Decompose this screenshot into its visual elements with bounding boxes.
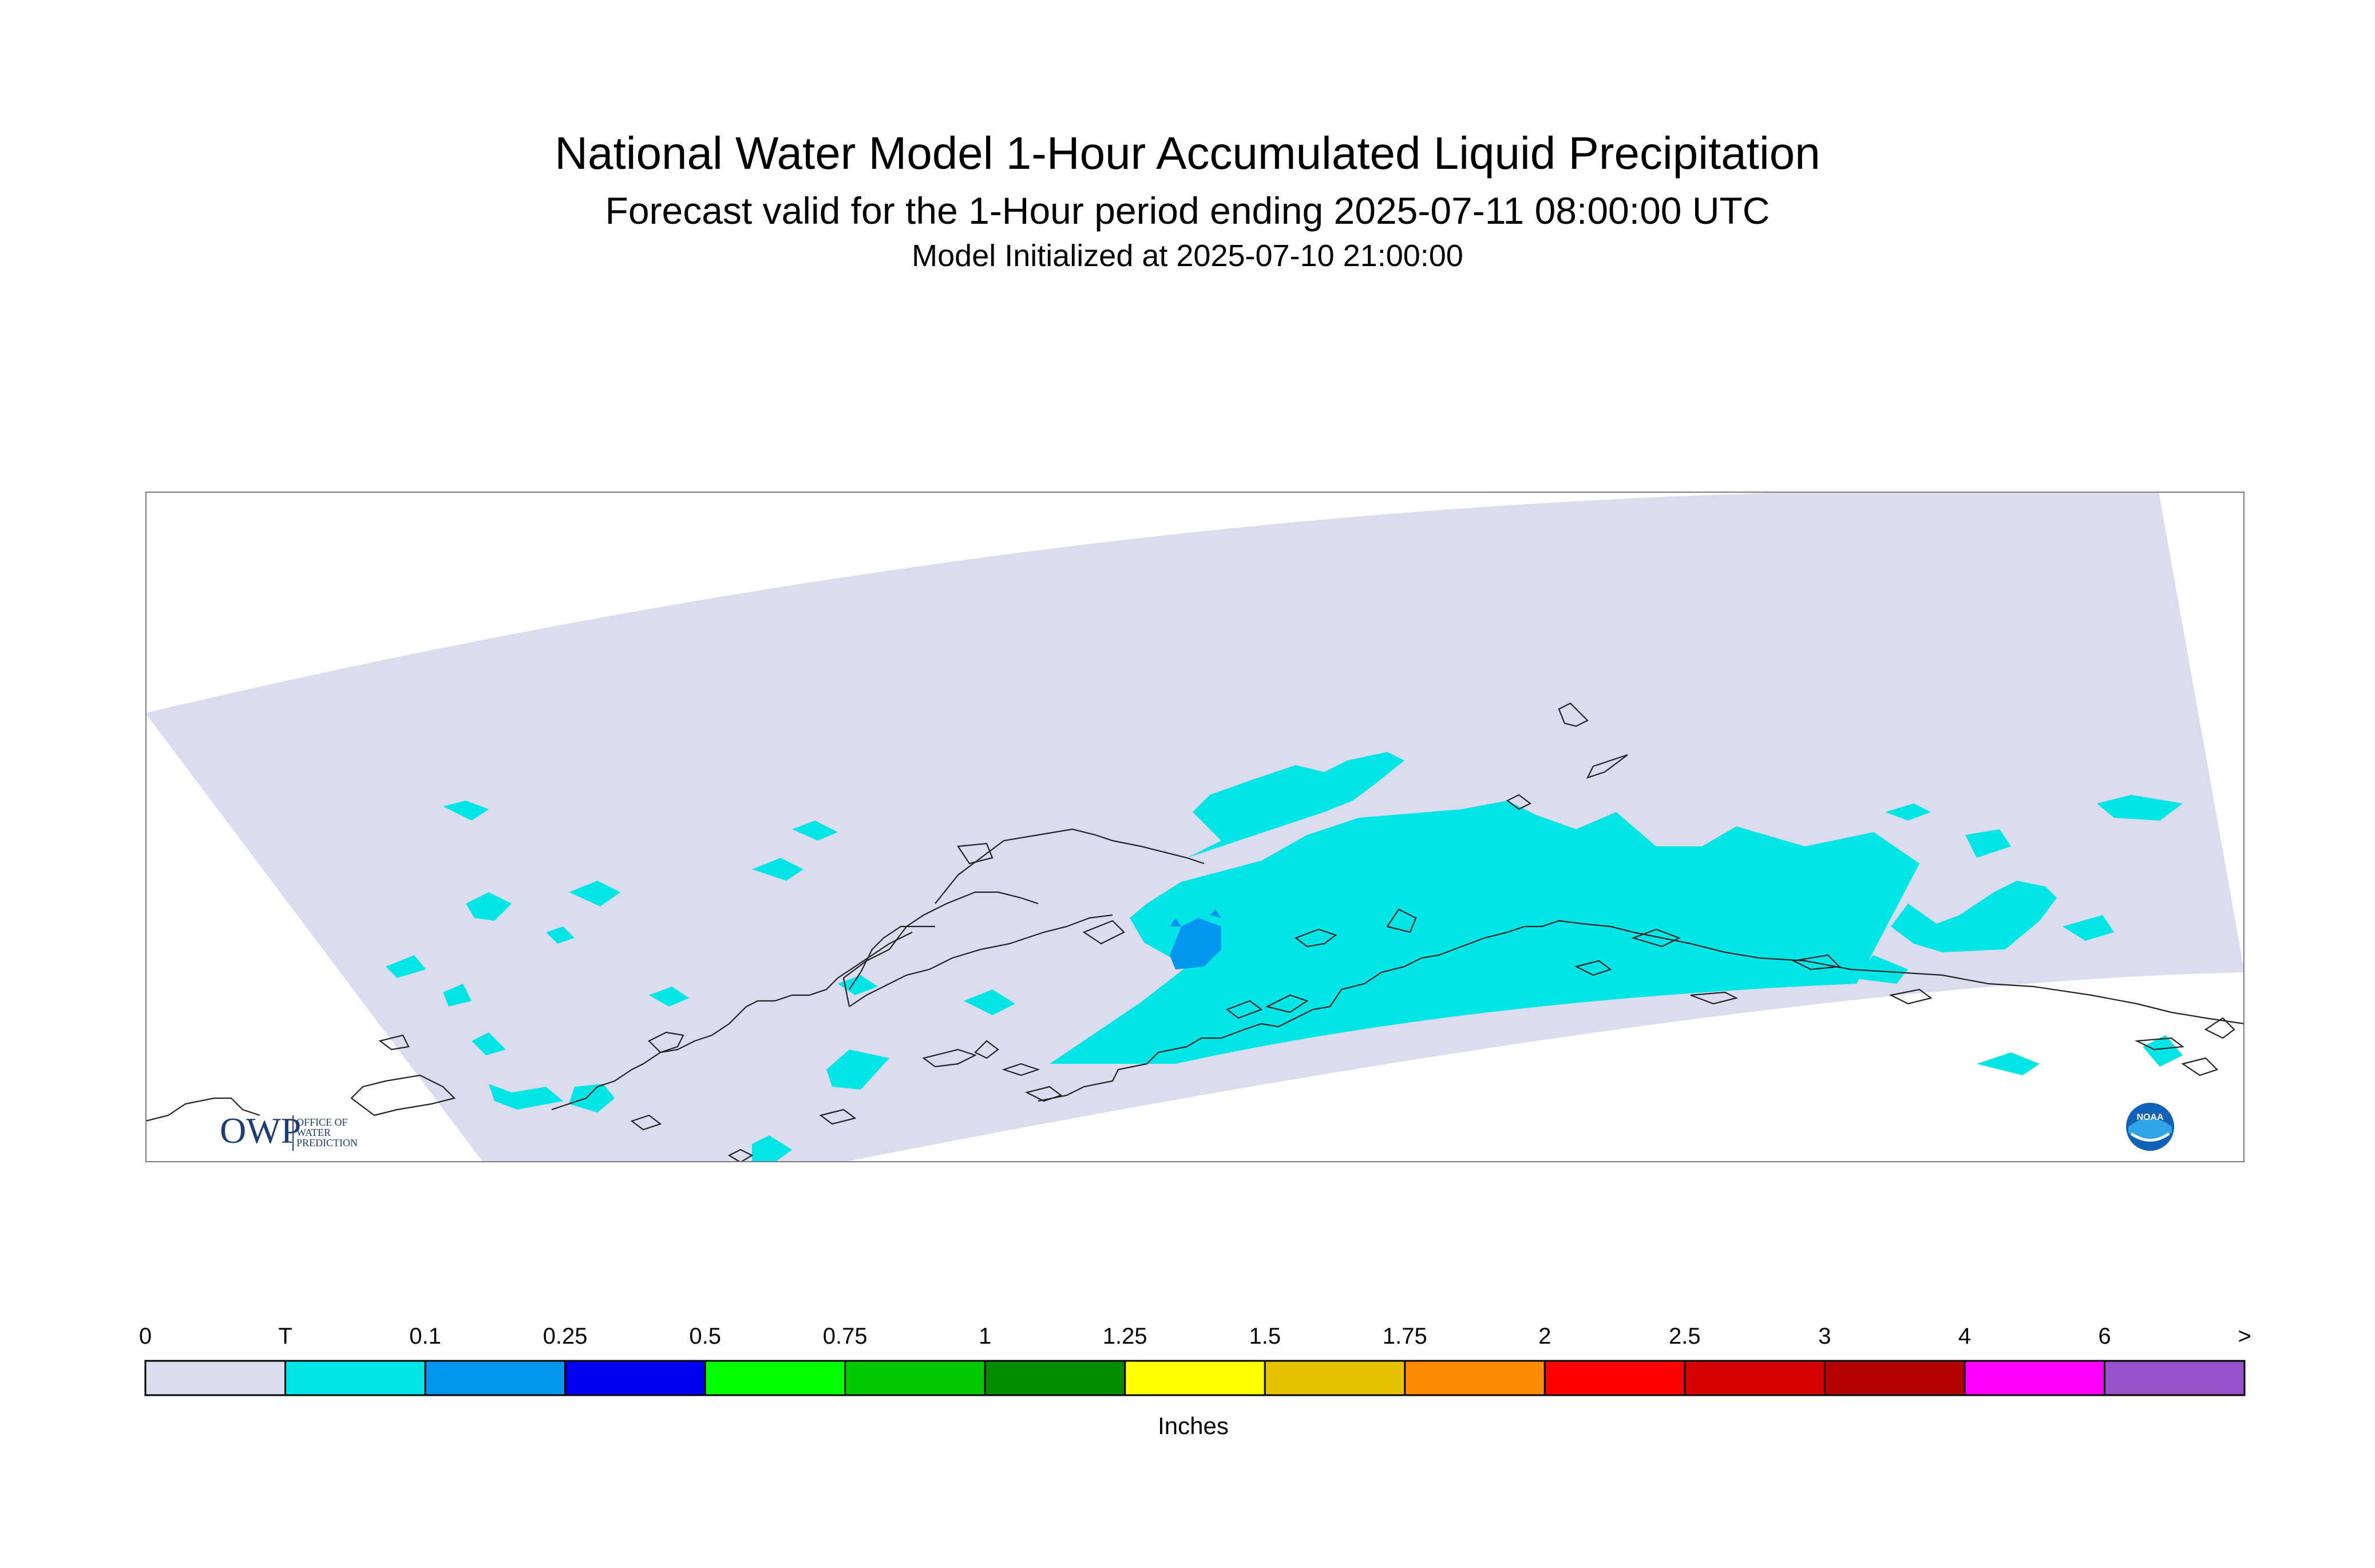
legend-tick-label: 0 bbox=[139, 1324, 152, 1349]
precipitation-map: OWP OFFICE OF WATER PREDICTION NOAA bbox=[145, 492, 2245, 1162]
chart-title: National Water Model 1-Hour Accumulated … bbox=[555, 128, 1820, 179]
legend-swatch bbox=[1404, 1360, 1546, 1396]
legend-tick-label: 2.5 bbox=[1669, 1324, 1701, 1349]
legend-swatch bbox=[1543, 1360, 1686, 1396]
legend-swatch bbox=[1823, 1360, 1966, 1396]
legend-swatch bbox=[704, 1360, 846, 1396]
trace-precip-field bbox=[386, 752, 2183, 1162]
owp-logo-line1: OFFICE OF bbox=[296, 1116, 348, 1128]
light-precip-field bbox=[1170, 909, 1221, 969]
owp-logo-line2: WATER bbox=[296, 1127, 331, 1138]
legend-swatch bbox=[424, 1360, 567, 1396]
legend-tick-label: 0.5 bbox=[689, 1324, 721, 1349]
legend-swatch bbox=[984, 1360, 1126, 1396]
legend-swatch bbox=[1264, 1360, 1406, 1396]
legend-swatch bbox=[564, 1360, 706, 1396]
legend-swatch bbox=[1964, 1360, 2105, 1396]
legend-swatch bbox=[284, 1360, 426, 1396]
owp-logo-text: OWP bbox=[220, 1110, 301, 1151]
legend-tick-label: 4 bbox=[1958, 1324, 1971, 1349]
legend-tick-label: T bbox=[278, 1324, 292, 1349]
legend-swatch bbox=[844, 1360, 986, 1396]
coastline bbox=[145, 702, 2245, 1162]
legend-tick-label: 3 bbox=[1818, 1324, 1831, 1349]
legend-tick-label: 0.1 bbox=[409, 1324, 441, 1349]
chart-subtitle: Forecast valid for the 1-Hour period end… bbox=[605, 189, 1770, 232]
legend-swatch bbox=[2103, 1360, 2246, 1396]
legend-unit-label: Inches bbox=[1158, 1412, 1229, 1439]
legend-tick-label: > bbox=[2238, 1324, 2251, 1349]
legend-tick-label: 1 bbox=[979, 1324, 991, 1349]
legend-tick-label: 6 bbox=[2098, 1324, 2111, 1349]
owp-logo: OWP OFFICE OF WATER PREDICTION bbox=[220, 1110, 358, 1151]
legend-tick-label: 2 bbox=[1538, 1324, 1551, 1349]
noaa-logo: NOAA bbox=[2126, 1103, 2174, 1151]
legend-swatch bbox=[1684, 1360, 1826, 1396]
legend-tick-label: 0.75 bbox=[823, 1324, 868, 1349]
legend-tick-label: 1.5 bbox=[1249, 1324, 1281, 1349]
model-init-label: Model Initialized at 2025-07-10 21:00:00 bbox=[912, 239, 1463, 273]
legend-swatch bbox=[1124, 1360, 1266, 1396]
legend-tick-label: 1.75 bbox=[1383, 1324, 1427, 1349]
noaa-logo-text: NOAA bbox=[2136, 1112, 2164, 1122]
legend-tick-label: 1.25 bbox=[1103, 1324, 1147, 1349]
legend-swatch bbox=[144, 1360, 287, 1396]
owp-logo-line3: PREDICTION bbox=[296, 1137, 358, 1149]
legend-tick-label: 0.25 bbox=[543, 1324, 588, 1349]
